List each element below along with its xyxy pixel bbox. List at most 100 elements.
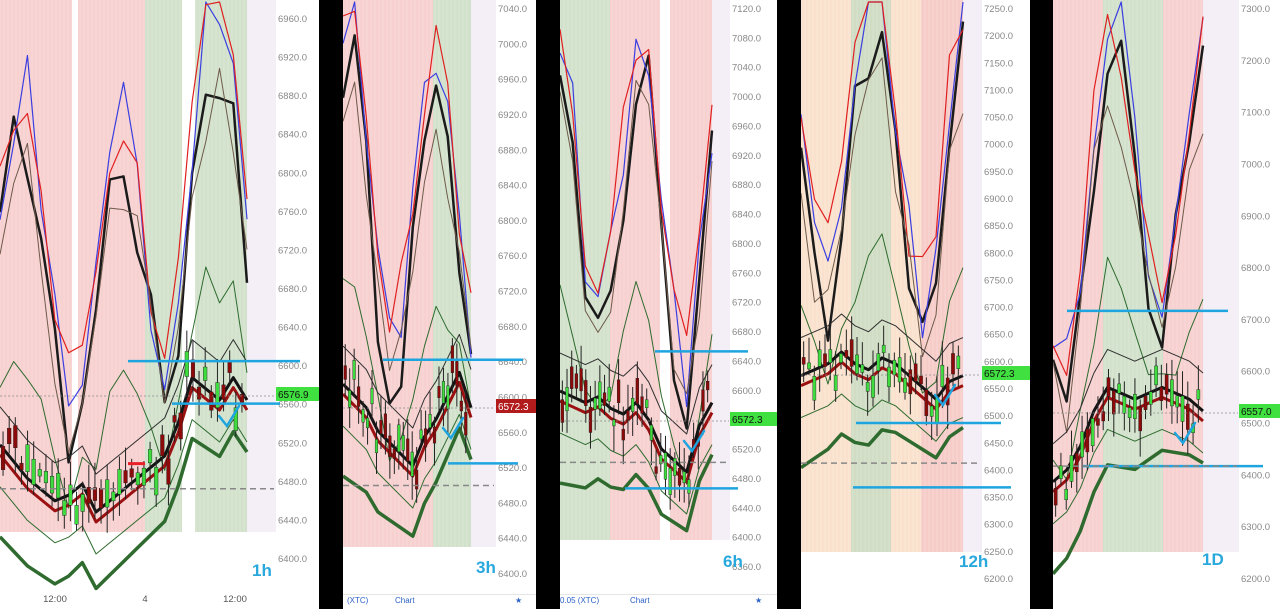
candle-bull — [892, 359, 897, 375]
candle-bear — [392, 448, 396, 459]
footer-chart-link[interactable]: Chart — [395, 596, 415, 605]
candle-bull — [141, 467, 146, 486]
y-tick-label: 6440.0 — [732, 503, 761, 514]
candle-bear — [1085, 428, 1090, 453]
candle-bull — [807, 362, 811, 370]
bollinger-upper — [1053, 348, 1204, 445]
annotation-arrow-icon — [682, 429, 706, 454]
y-tick-label: 6700.0 — [1241, 315, 1270, 326]
candle-bull — [135, 472, 140, 486]
candle-bull — [668, 468, 672, 495]
candle-bear — [1075, 453, 1079, 473]
star-icon[interactable]: ★ — [755, 596, 763, 605]
y-tick-label: 6920.0 — [498, 110, 527, 121]
candle-bear — [99, 488, 104, 509]
candle-bear — [160, 434, 165, 456]
candle-bull — [612, 419, 616, 427]
candle-bull — [203, 366, 208, 381]
candle-bull — [233, 407, 238, 431]
y-tick-label: 6680.0 — [498, 322, 527, 333]
indicator-line-red — [560, 29, 713, 336]
y-tick-label: 6800.0 — [278, 168, 307, 179]
y-tick-label: 6300.0 — [984, 520, 1013, 531]
candle-bull — [401, 435, 405, 451]
y-tick-label: 7000.0 — [984, 140, 1013, 151]
star-icon[interactable]: ★ — [515, 596, 523, 605]
indicator-line-red — [1053, 13, 1204, 376]
candle-bear — [432, 426, 437, 444]
y-tick-label: 6400.0 — [278, 554, 307, 565]
annotation-arrow-icon — [217, 404, 241, 429]
chart-panel-3h[interactable]: 7040.0 7000.0 6960.0 6920.0 6880.0 6840.0 6800… — [343, 0, 536, 609]
price-label: 6576.9 — [278, 390, 309, 401]
y-tick-label: 6400.0 — [1241, 470, 1270, 481]
footer-chart-link[interactable]: Chart — [630, 596, 650, 605]
indicator-line-green — [343, 278, 472, 462]
candle-bear — [92, 487, 97, 501]
y-tick-label: 6680.0 — [732, 327, 761, 338]
chart-panel-12h[interactable]: 7250.0 7200.0 7150.0 7100.0 7050.0 7000.0 6950… — [801, 0, 1030, 609]
candle-bull — [687, 479, 691, 494]
candle-bear — [13, 425, 18, 448]
candle-bull — [184, 351, 189, 377]
candle-bear — [849, 339, 854, 367]
support-stepline — [801, 426, 964, 470]
annotation-arrow-icon — [441, 416, 465, 441]
y-tick-label: 6650.0 — [984, 330, 1013, 341]
chart-panel-1h[interactable]: 6960.0 6920.0 6880.0 6840.0 6800.0 6760.0 6720… — [0, 0, 319, 609]
y-tick-label: 6760.0 — [732, 268, 761, 279]
y-tick-label: 6560.0 — [498, 428, 527, 439]
y-tick-label: 6720.0 — [498, 287, 527, 298]
indicator-line-black — [801, 21, 965, 342]
candle-bull — [348, 390, 352, 408]
price-label: 6572.3 — [498, 402, 529, 413]
x-tick-label: 12:00 — [43, 594, 67, 605]
candle-bull — [645, 399, 649, 408]
y-tick-label: 6480.0 — [278, 477, 307, 488]
candle-bear — [406, 438, 410, 462]
chart-panel-6h[interactable]: 7120.0 7080.0 7040.0 7000.0 6960.0 6920.0 6880… — [560, 0, 777, 609]
candle-bear — [801, 357, 806, 365]
y-tick-label: 7100.0 — [1241, 108, 1270, 119]
indicator-line-green — [0, 266, 248, 509]
y-tick-label: 6640.0 — [278, 323, 307, 334]
y-tick-label: 6600.0 — [984, 357, 1013, 368]
background-band-future — [1203, 0, 1239, 552]
candle-bull — [31, 459, 36, 485]
candle-bull — [352, 360, 356, 380]
y-tick-label: 7300.0 — [1241, 4, 1270, 15]
candle-bull — [1117, 383, 1121, 394]
bollinger-lower — [343, 413, 472, 509]
y-tick-label: 6400.0 — [732, 533, 761, 544]
y-tick-label: 7250.0 — [984, 4, 1013, 15]
y-tick-label: 7200.0 — [984, 31, 1013, 42]
x-tick-label: 4 — [142, 594, 147, 605]
candle-bull — [56, 473, 61, 499]
candle-bear — [640, 396, 644, 414]
support-stepline — [560, 453, 714, 533]
candle-bull — [565, 387, 569, 412]
y-tick-label: 6200.0 — [984, 574, 1013, 585]
y-tick-label: 6600.0 — [498, 392, 527, 403]
y-tick-label: 7050.0 — [984, 113, 1013, 124]
candle-bear — [178, 412, 183, 440]
support-stepline — [0, 430, 249, 591]
chart-panel-1d[interactable]: 7300.0 7200.0 7100.0 7000.0 6900.0 6800.0 6700… — [1053, 0, 1280, 609]
candle-bull — [1154, 365, 1158, 386]
y-tick-label: 6800.0 — [498, 216, 527, 227]
candle-bull — [935, 397, 939, 423]
y-tick-label: 6560.0 — [278, 400, 307, 411]
candle-bull — [1064, 488, 1068, 500]
candle-bear — [677, 467, 682, 486]
y-tick-label: 7150.0 — [984, 58, 1013, 69]
candle-bear — [1106, 377, 1111, 397]
candle-bear — [701, 389, 705, 412]
candle-bull — [871, 375, 875, 398]
y-tick-label: 6440.0 — [278, 515, 307, 526]
y-tick-label: 6950.0 — [984, 167, 1013, 178]
y-tick-label: 6960.0 — [498, 75, 527, 86]
candle-bull — [62, 500, 67, 516]
candle-bear — [1164, 374, 1169, 395]
candle-bear — [621, 428, 625, 441]
candle-bear — [383, 413, 387, 439]
